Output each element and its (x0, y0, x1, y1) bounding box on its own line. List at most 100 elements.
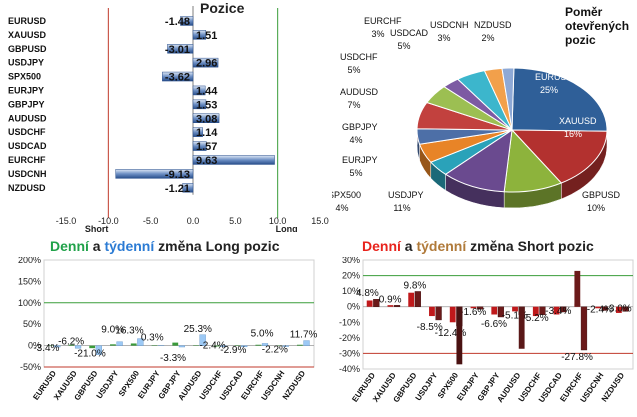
pie-slice-label: USDCHF (340, 52, 378, 62)
long-title-and: a (88, 238, 105, 254)
long-change-title: Denní a týdenní změna Long pozic (50, 238, 279, 254)
pie-slice-percent: 2% (481, 33, 494, 43)
audusd-extra-bar (518, 306, 525, 349)
weekly-bar (220, 345, 227, 347)
value-label: 1.51 (196, 30, 217, 42)
short-change-title: Denní a týdenní změna Short pozic (362, 238, 594, 254)
value-label: -5.2% (522, 313, 548, 324)
pie-slice-percent: 4% (349, 135, 362, 145)
category-label: USDCAD (8, 141, 47, 151)
position-bar (167, 44, 194, 54)
y-tick-label: 0% (347, 302, 360, 312)
daily-bar (449, 306, 456, 323)
category-label: EURUSD (8, 16, 47, 26)
weekly-bar (199, 334, 206, 346)
weekly-bar (137, 338, 144, 346)
value-label: 25.3% (184, 324, 212, 335)
pie-slice-percent: 5% (347, 65, 360, 75)
daily-bar (615, 306, 622, 313)
value-label: -2.4% (587, 304, 613, 315)
category-label: AUDUSD (8, 113, 47, 123)
daily-bar (68, 344, 75, 346)
x-tick-label: 5.0 (229, 216, 242, 226)
daily-bar (387, 305, 394, 307)
weekly-bar (95, 345, 102, 355)
category-label: SPX500 (8, 72, 41, 82)
y-tick-label: 50% (23, 319, 41, 329)
short-title-and: a (400, 238, 417, 254)
category-label: USDJPY (414, 370, 440, 402)
value-label: -6.6% (481, 319, 507, 330)
pie-slice-eurusd (511, 67, 608, 132)
value-label: -8.5% (417, 322, 443, 333)
value-label: 16.3% (115, 326, 143, 337)
pie-slice-label: XAUUSD (559, 116, 597, 126)
pie-slice-label: SPX500 (332, 190, 361, 200)
position-bar (192, 99, 207, 110)
weekly-bar (560, 306, 567, 313)
weekly-bar (303, 340, 310, 346)
daily-bar (553, 306, 560, 315)
value-label: 9.63 (196, 155, 217, 167)
position-bar (192, 141, 207, 151)
value-label: -3.62 (165, 72, 190, 84)
value-label: 9.8% (404, 280, 427, 291)
weekly-bar (539, 306, 546, 316)
weekly-bar (282, 345, 289, 347)
value-label: 1.57 (196, 141, 217, 153)
positions-title: Pozice (200, 0, 245, 16)
value-label: -6.2% (58, 336, 84, 347)
pie-slice-label: USDJPY (388, 190, 424, 200)
weekly-bar (601, 306, 608, 311)
weekly-bar (622, 306, 629, 312)
y-tick-label: 200% (18, 257, 41, 265)
long-title-rest: změna Long pozic (154, 238, 280, 254)
weekly-bar (497, 306, 505, 318)
weekly-bar (241, 345, 248, 348)
y-tick-label: -50% (20, 362, 41, 372)
y-tick-label: 0% (28, 341, 41, 351)
daily-bar (130, 343, 137, 346)
value-label: 0.9% (379, 294, 402, 305)
value-label: 5.0% (251, 328, 274, 339)
category-label: USDJPY (95, 368, 121, 400)
pie-slice-label: GBPJPY (342, 122, 378, 132)
long-title-daily: Denní (50, 238, 89, 254)
weekly-bar (393, 305, 401, 307)
y-tick-label: -20% (339, 333, 360, 343)
value-label: -3.01 (165, 44, 190, 56)
category-label: EURJPY (8, 85, 44, 95)
daily-bar (366, 300, 373, 307)
x-tick-label: -10.0 (98, 216, 119, 226)
pie-slice-percent: 5% (349, 168, 362, 178)
short-annotation: Short (85, 224, 109, 232)
value-label: -5.1% (502, 311, 528, 322)
pie-slice-percent: 3% (437, 33, 450, 43)
x-tick-label: -15.0 (56, 216, 77, 226)
pie-slice-xauusd (510, 129, 608, 184)
category-label: GBPJPY (8, 99, 45, 109)
pie-title-line-1: Poměr (565, 5, 603, 19)
position-bar (115, 169, 194, 179)
pie-slice-percent: 3% (371, 29, 384, 39)
daily-bar (595, 306, 602, 309)
y-tick-label: 30% (342, 257, 360, 265)
weekly-bar (178, 345, 186, 348)
y-tick-label: 150% (18, 276, 41, 286)
category-label: EURCHF (8, 155, 46, 165)
pie-slice-percent: 7% (347, 100, 360, 110)
x-tick-label: -5.0 (143, 216, 159, 226)
value-label: -3.4% (33, 343, 59, 354)
y-tick-label: -30% (339, 348, 360, 358)
long-title-weekly: týdenní (104, 238, 155, 254)
long-annotation: Long (276, 224, 298, 232)
pie-title-line-2: otevřených (565, 19, 630, 33)
position-bar (162, 71, 194, 82)
value-label: -2.4% (199, 341, 225, 352)
value-label: -1.21 (165, 183, 190, 195)
value-label: 3.08 (196, 113, 217, 125)
weekly-bar (435, 306, 442, 321)
value-label: -2.2% (262, 345, 288, 356)
share-pie-chart: EURUSD 25% XAUUSD 16% GBPUSD 10% USDJPY 11% SPX5… (332, 16, 621, 213)
value-label: 1.14 (196, 127, 218, 139)
